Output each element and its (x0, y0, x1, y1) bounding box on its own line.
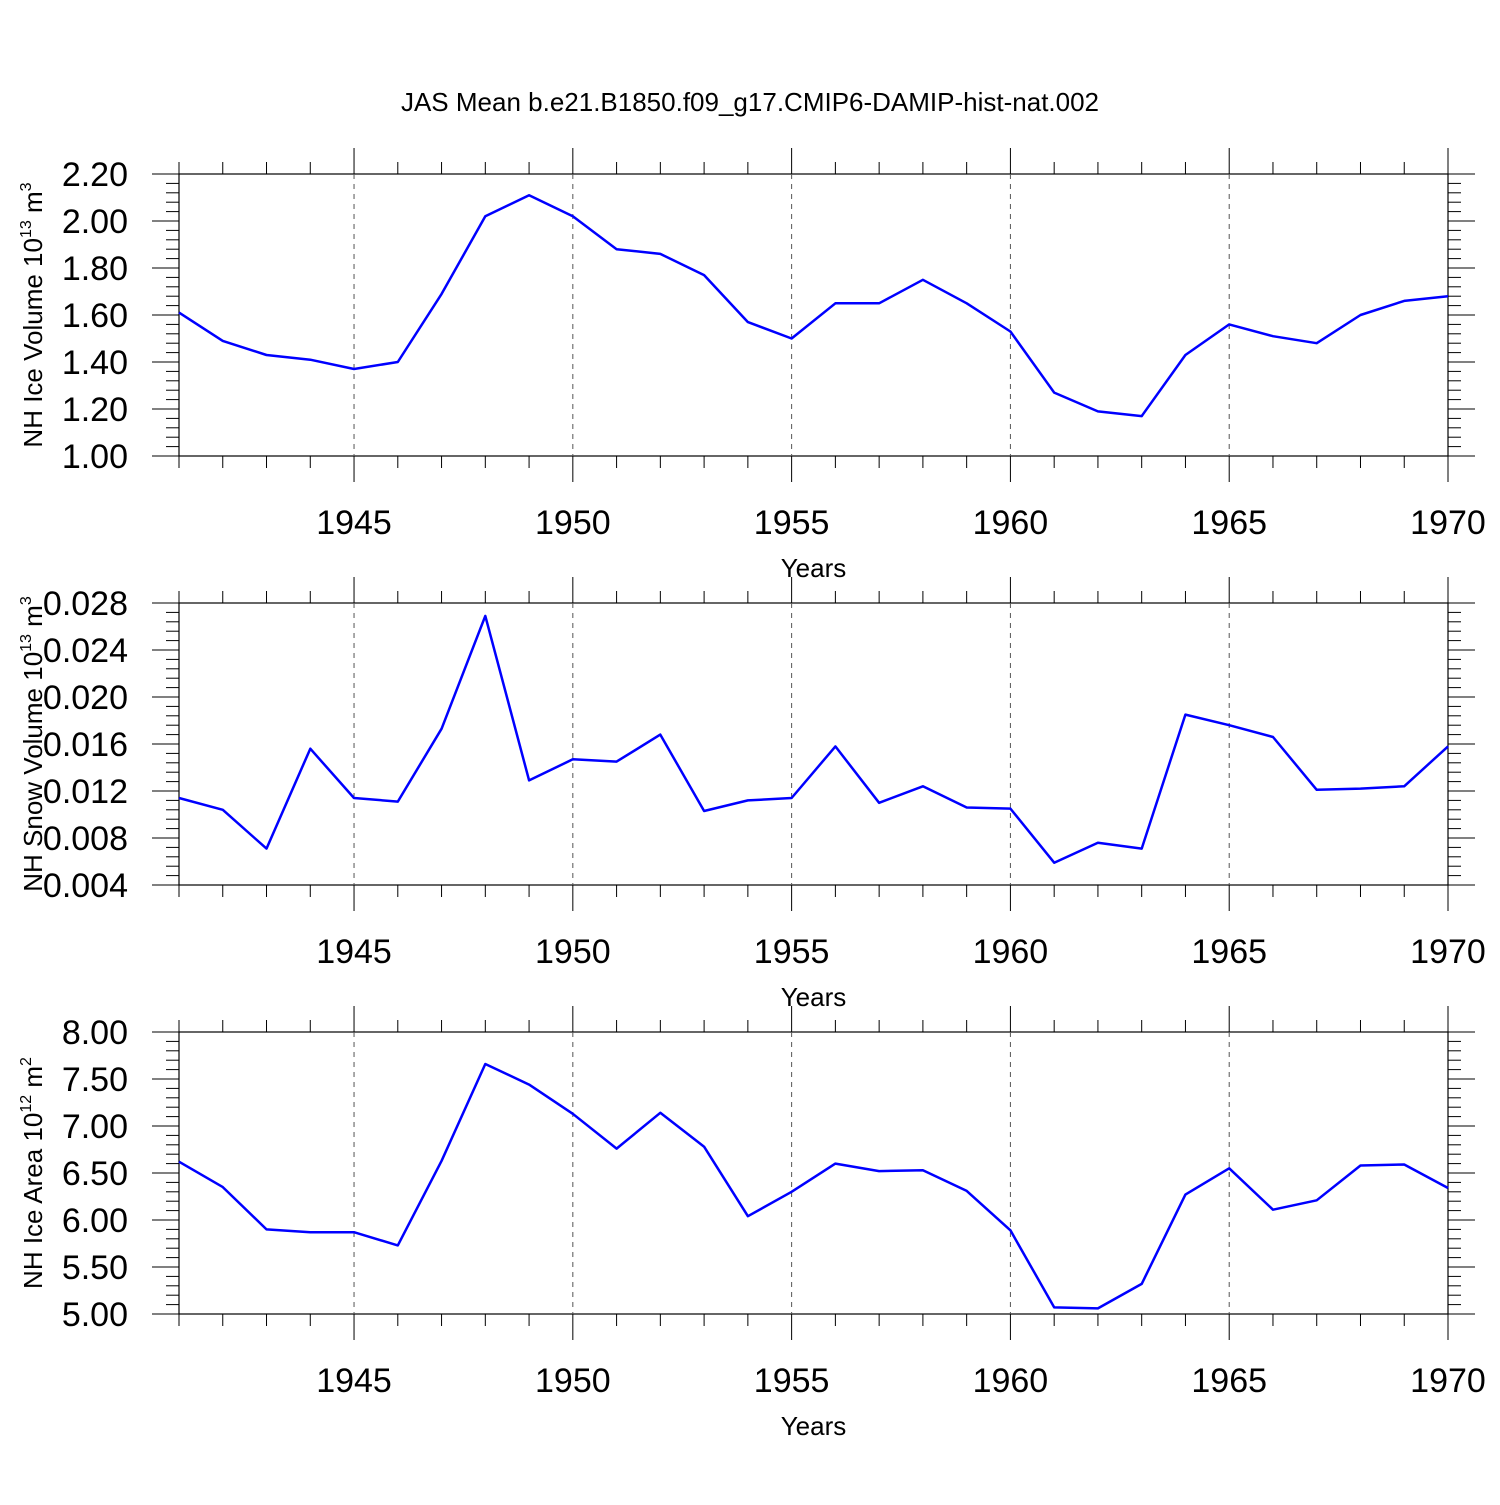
chart-panel-3: 1945 1950 1955 1960 1965 1970 5.00 5.50 6.00 6.50… (18, 1006, 1486, 1441)
x-tick-label: 1960 (973, 933, 1049, 971)
y-tick-label: 5.00 (62, 1296, 128, 1334)
y-axis-label-text: NH Ice Area 10 (18, 1113, 48, 1289)
x-tick-label: 1965 (1191, 504, 1267, 542)
y-axis-label-unit-exponent: 3 (18, 596, 35, 605)
plot-frame (178, 173, 1449, 457)
x-axis-label: Years (781, 1411, 847, 1441)
x-tick-label: 1945 (316, 933, 392, 971)
y-tick-label: 5.50 (62, 1249, 128, 1287)
y-tick-label: 0.016 (43, 726, 128, 764)
y-tick-label: 8.00 (62, 1014, 128, 1052)
x-tick-label: 1965 (1191, 1362, 1267, 1400)
x-axis-label: Years (781, 982, 847, 1012)
x-axis-label: Years (781, 553, 847, 583)
y-axis-label-unit: m (18, 605, 48, 634)
y-axis-label-exponent: 13 (18, 220, 35, 238)
y-axis-label-exponent: 13 (18, 634, 35, 652)
y-tick-label: 0.004 (43, 867, 128, 905)
y-axis-label-unit: m (18, 191, 48, 220)
y-axis-label: NH Ice Volume 1013 m3 (18, 182, 48, 447)
y-tick-label: 7.50 (62, 1061, 128, 1099)
y-tick-label: 6.00 (62, 1202, 128, 1240)
y-tick-label: 1.60 (62, 297, 128, 335)
x-tick-label: 1955 (754, 1362, 830, 1400)
series-line (178, 614, 1449, 864)
y-tick-label: 6.50 (62, 1155, 128, 1193)
series-line (178, 1062, 1449, 1310)
series-line (178, 193, 1449, 418)
y-tick-label: 0.028 (43, 585, 128, 623)
y-tick-label: 2.00 (62, 203, 128, 241)
x-tick-label: 1945 (316, 1362, 392, 1400)
y-tick-label: 2.20 (62, 156, 128, 194)
x-tick-label: 1945 (316, 504, 392, 542)
x-tick-label: 1970 (1410, 933, 1486, 971)
x-tick-label: 1955 (754, 504, 830, 542)
x-tick-label: 1950 (535, 933, 611, 971)
y-axis-label: NH Ice Area 1012 m2 (18, 1057, 48, 1289)
x-tick-label: 1950 (535, 1362, 611, 1400)
y-axis-label-text: NH Ice Volume 10 (18, 238, 48, 448)
y-tick-label: 1.20 (62, 391, 128, 429)
plot-frame (178, 1031, 1449, 1315)
figure-title: JAS Mean b.e21.B1850.f09_g17.CMIP6-DAMIP… (401, 87, 1099, 117)
y-tick-label: 0.020 (43, 679, 128, 717)
x-tick-label: 1950 (535, 504, 611, 542)
y-tick-label: 1.00 (62, 438, 128, 476)
chart-panel-1: 1945 1950 1955 1960 1965 1970 1.00 1.20 1.40 1.60… (18, 148, 1486, 583)
x-tick-label: 1955 (754, 933, 830, 971)
x-tick-label: 1965 (1191, 933, 1267, 971)
y-axis-label-unit: m (18, 1066, 48, 1095)
y-axis-label: NH Snow Volume 1013 m3 (18, 596, 48, 892)
x-tick-label: 1960 (973, 504, 1049, 542)
y-tick-label: 0.012 (43, 773, 128, 811)
x-tick-label: 1970 (1410, 1362, 1486, 1400)
y-tick-label: 7.00 (62, 1108, 128, 1146)
x-tick-label: 1960 (973, 1362, 1049, 1400)
y-axis-label-text: NH Snow Volume 10 (18, 652, 48, 892)
y-tick-label: 0.008 (43, 820, 128, 858)
x-tick-label: 1970 (1410, 504, 1486, 542)
chart-panel-2: 1945 1950 1955 1960 1965 1970 0.004 0.008 0.012 0… (18, 577, 1486, 1012)
y-tick-label: 1.40 (62, 344, 128, 382)
y-axis-label-exponent: 12 (18, 1095, 35, 1113)
y-tick-label: 0.024 (43, 632, 128, 670)
y-axis-label-unit-exponent: 3 (18, 182, 35, 191)
plot-frame (178, 602, 1449, 886)
y-tick-label: 1.80 (62, 250, 128, 288)
y-axis-label-unit-exponent: 2 (18, 1057, 35, 1066)
